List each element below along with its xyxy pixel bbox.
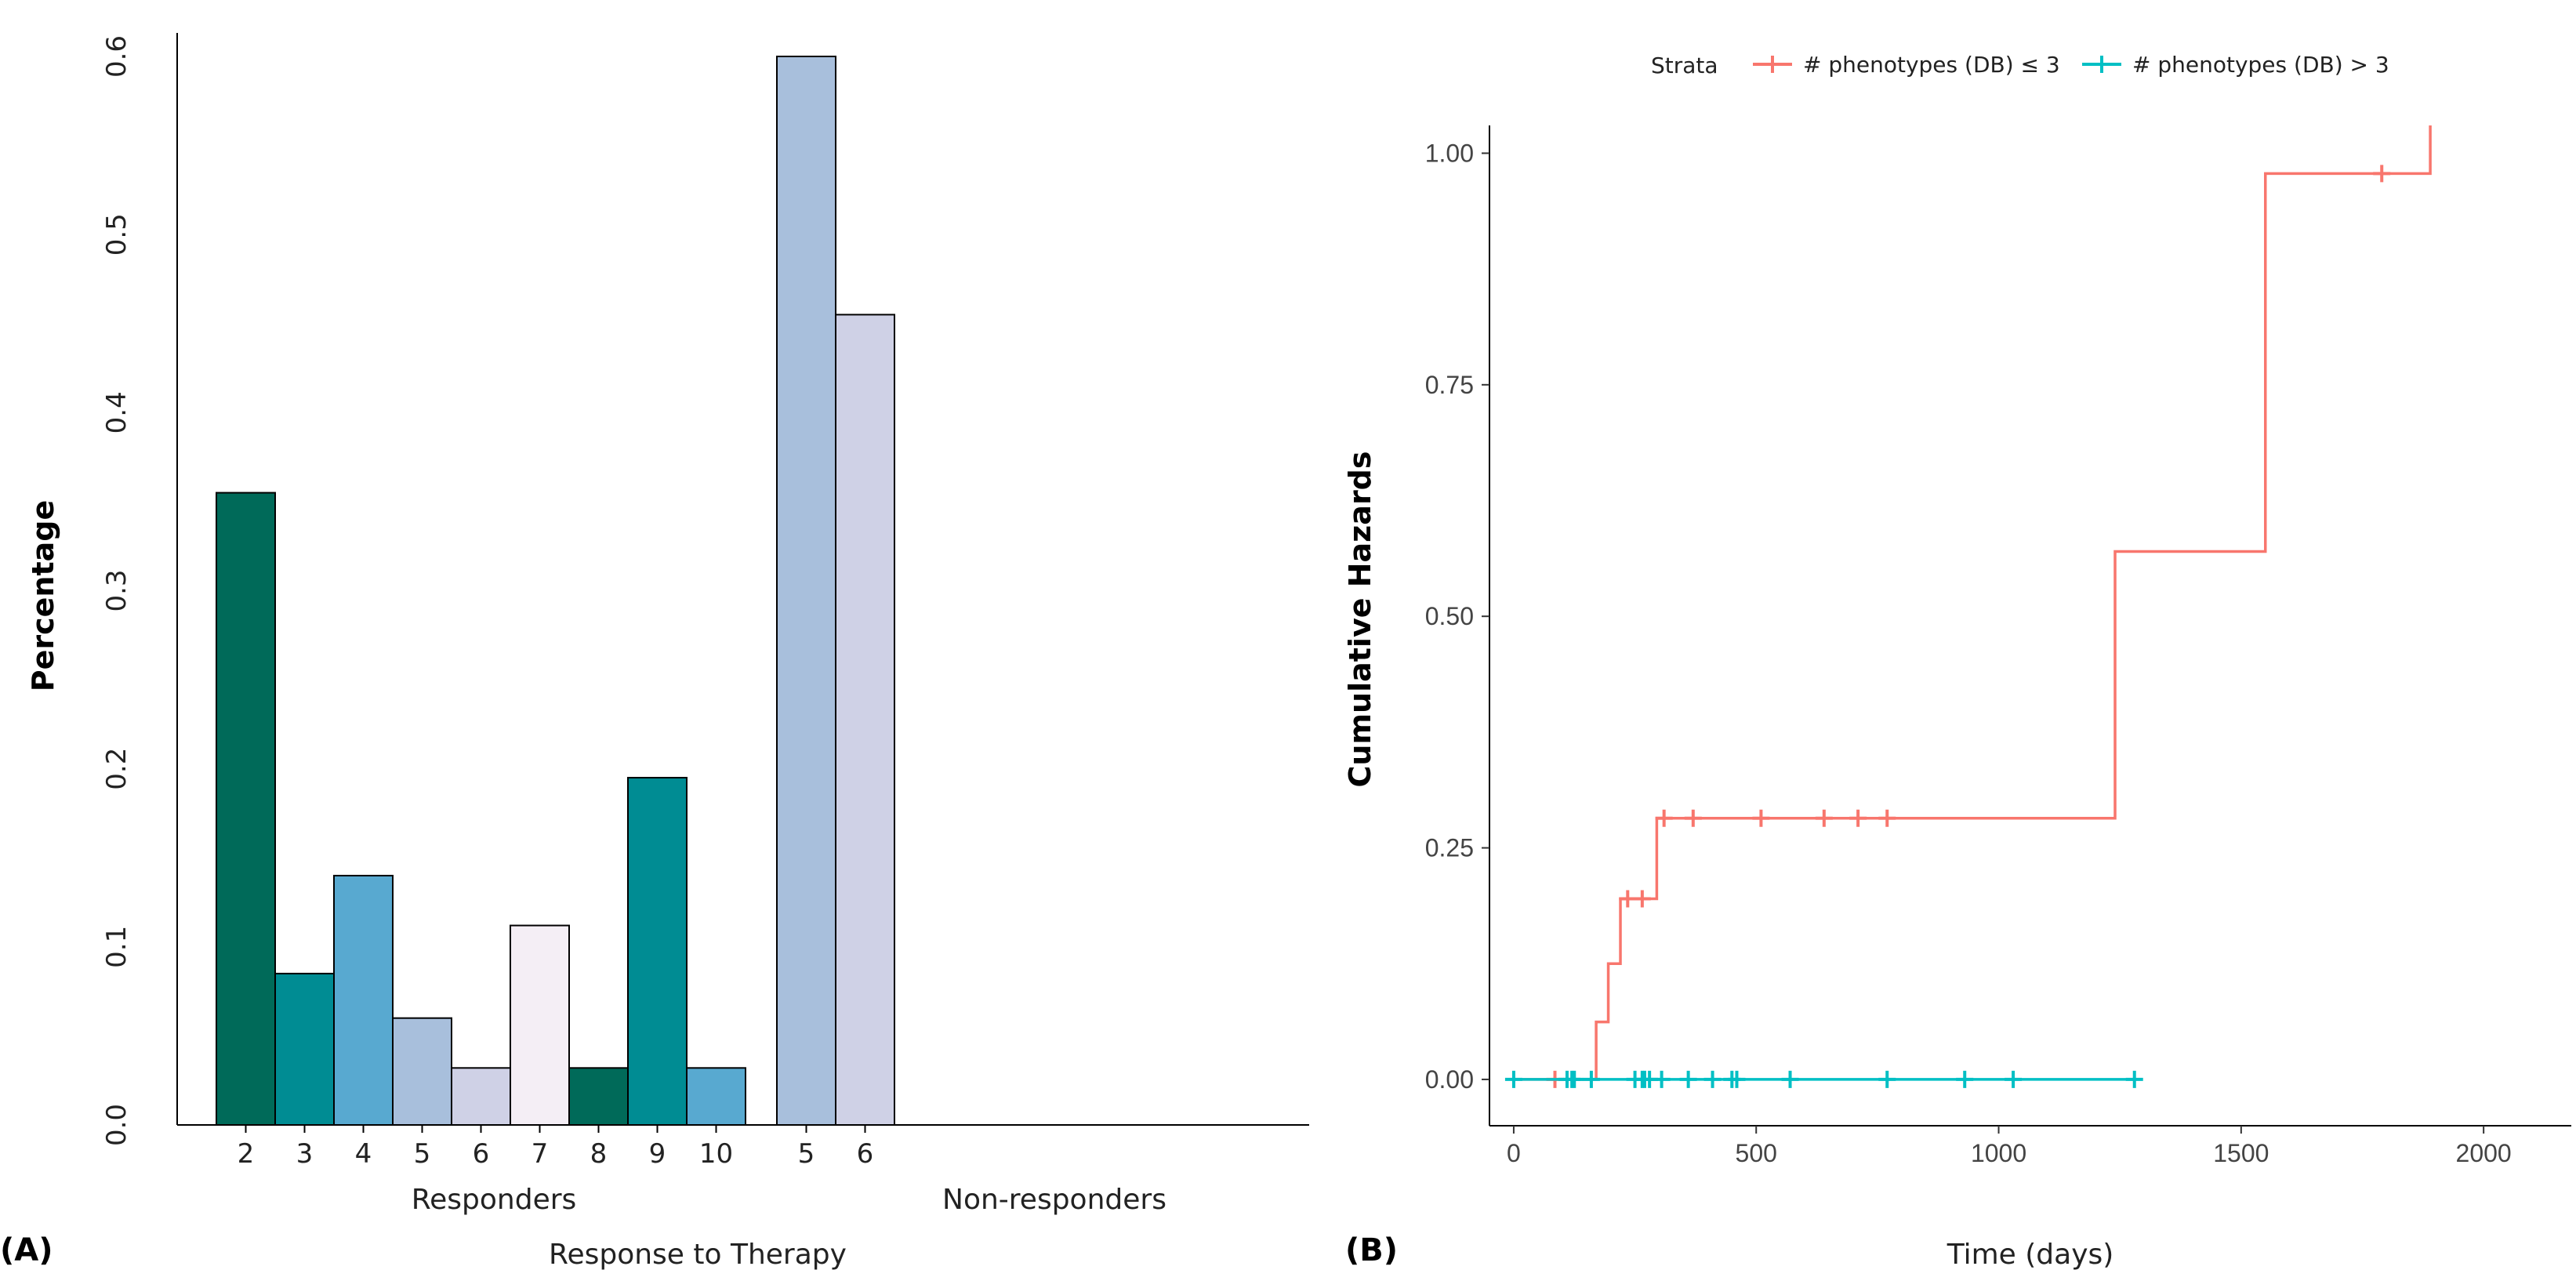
y-tick-label: 0.5 <box>101 213 132 256</box>
x-tick-label: 6 <box>857 1138 874 1170</box>
x-tick-label: 0 <box>1507 1139 1521 1167</box>
y-tick-label: 0.1 <box>101 926 132 968</box>
bar <box>216 492 276 1126</box>
censor-mark <box>1878 809 1896 827</box>
legend-items: # phenotypes (DB) ≤ 3 # phenotypes (DB) >… <box>1753 52 2389 78</box>
censor-mark <box>1684 809 1702 827</box>
censor-mark <box>1752 809 1770 827</box>
censor-mark <box>1633 890 1651 908</box>
x-tick-label: 6 <box>473 1138 490 1170</box>
x-tick-label: 8 <box>590 1138 608 1170</box>
group-label-non-responders: Non-responders <box>942 1184 1166 1216</box>
x-tick-label: 4 <box>355 1138 372 1170</box>
x-tick-label: 2 <box>238 1138 255 1170</box>
bar <box>392 1017 452 1126</box>
censor-mark <box>1504 1070 1522 1088</box>
x-tick-label: 9 <box>649 1138 666 1170</box>
bar <box>333 874 394 1126</box>
censor-mark <box>1815 809 1833 827</box>
group-label-responders: Responders <box>412 1184 577 1216</box>
x-tick-label: 2000 <box>2456 1139 2512 1167</box>
x-tick-label: 3 <box>296 1138 314 1170</box>
panel-label-a: (A) <box>0 1232 53 1268</box>
x-tick-label: 1500 <box>2213 1139 2269 1167</box>
x-tick-label: 10 <box>699 1138 733 1170</box>
censor-mark <box>1566 1070 1584 1088</box>
y-tick-label: 0.00 <box>1425 1065 1474 1094</box>
x-tick-label: 500 <box>1736 1139 1777 1167</box>
x-axis-title: Response to Therapy <box>549 1239 847 1271</box>
y-tick-label: 0.4 <box>101 391 132 434</box>
bar <box>835 314 895 1126</box>
x-tick-label: 5 <box>798 1138 815 1170</box>
censor-mark <box>1679 1070 1697 1088</box>
bar-chart-panel: 0.0 0.1 0.2 0.3 0.4 0.5 0.6 2 3 4 5 6 7 8 9 10 5 6 Respo… <box>0 33 1309 1271</box>
legend-swatch-mark <box>2093 56 2110 73</box>
x-tick-label: 1000 <box>1971 1139 2026 1167</box>
censor-mark <box>1655 809 1673 827</box>
bar <box>568 1067 629 1126</box>
censor-mark <box>2125 1070 2143 1088</box>
censor-mark <box>1619 890 1637 908</box>
censor-mark <box>1703 1070 1722 1088</box>
x-ticks: 0 500 1000 1500 2000 <box>1507 1126 2512 1167</box>
censor-mark <box>1878 1070 1896 1088</box>
x-tick-label: 5 <box>414 1138 431 1170</box>
bars <box>216 56 895 1127</box>
legend-label: # phenotypes (DB) ≤ 3 <box>1803 52 2060 78</box>
series-line <box>1513 125 2432 1081</box>
censor-mark <box>1582 1070 1600 1088</box>
bar <box>776 56 836 1126</box>
y-tick-label: 0.50 <box>1425 602 1474 630</box>
y-tick-label: 1.00 <box>1425 139 1474 167</box>
hazard-curves <box>1504 125 2432 1088</box>
x-tick-label: 7 <box>532 1138 549 1170</box>
y-tick-label: 0.25 <box>1425 834 1474 862</box>
y-tick-label: 0.3 <box>101 569 132 611</box>
y-ticks: 0.00 0.25 0.50 0.75 1.00 <box>1425 139 1489 1094</box>
bar <box>451 1067 511 1126</box>
censor-mark <box>2005 1070 2023 1088</box>
y-axis-title: Cumulative Hazards <box>1343 452 1377 788</box>
y-tick-label: 0.2 <box>101 748 132 790</box>
y-tick-labels: 0.0 0.1 0.2 0.3 0.4 0.5 0.6 <box>101 35 132 1146</box>
legend-label: # phenotypes (DB) > 3 <box>2132 52 2389 78</box>
y-tick-label: 0.6 <box>101 35 132 78</box>
censor-mark <box>1849 809 1867 827</box>
y-axis-title: Percentage <box>26 500 60 692</box>
x-tick-labels: 2 3 4 5 6 7 8 9 10 5 6 <box>238 1125 874 1170</box>
y-tick-label: 0.0 <box>101 1104 132 1146</box>
legend-swatch-mark <box>1764 56 1781 73</box>
legend: Strata # phenotypes (DB) ≤ 3 # phenotypes… <box>1651 52 2389 78</box>
legend-title: Strata <box>1651 53 1718 78</box>
panel-label-b: (B) <box>1345 1232 1398 1268</box>
bar <box>627 777 688 1127</box>
bar <box>686 1067 746 1126</box>
bar <box>274 972 335 1126</box>
censor-mark <box>1728 1070 1746 1088</box>
censor-mark <box>1956 1070 1974 1088</box>
cumulative-hazard-panel: 0.00 0.25 0.50 0.75 1.00 0 500 1000 1500 2000 Ti… <box>1343 52 2571 1271</box>
censor-mark <box>1781 1070 1799 1088</box>
bar <box>510 924 570 1127</box>
y-tick-label: 0.75 <box>1425 371 1474 399</box>
x-axis-title: Time (days) <box>1947 1239 2114 1271</box>
censor-mark <box>2373 165 2391 183</box>
censor-mark <box>1653 1070 1671 1088</box>
